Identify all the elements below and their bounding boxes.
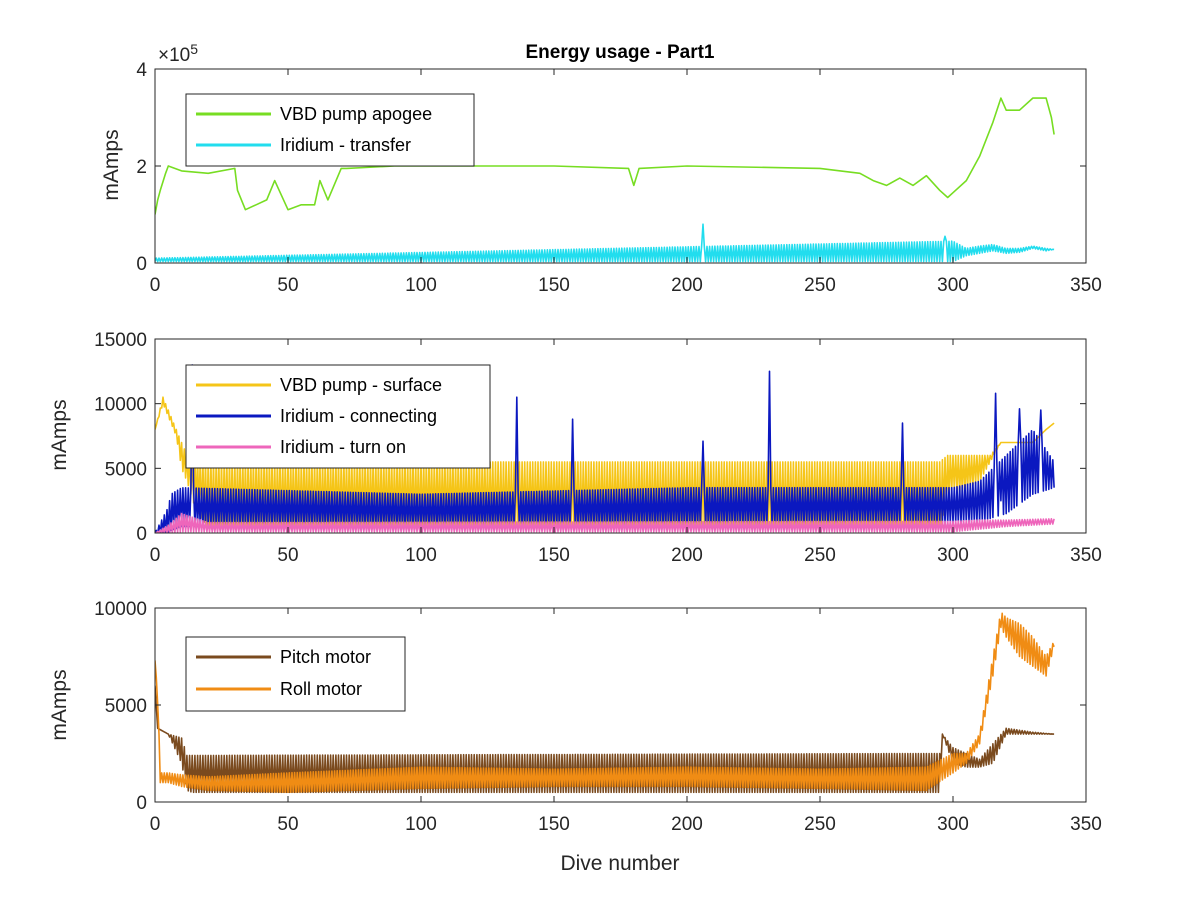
x-tick-label: 250 xyxy=(804,545,836,566)
x-tick-label: 50 xyxy=(277,814,298,835)
series-line-vbd-pump-apogee xyxy=(155,97,1055,215)
axes-layer: 0 50 100 150 200 250 300 350 0 5000 10000 15000 xyxy=(94,330,1102,566)
x-tick-label: 250 xyxy=(804,814,836,835)
legend-entry-iridium-connecting: Iridium - connecting xyxy=(280,406,437,426)
y-axis-label: mAmps xyxy=(48,669,71,740)
x-tick-label: 50 xyxy=(277,275,298,296)
legend-box xyxy=(185,93,475,167)
x-tick-label: 200 xyxy=(671,814,703,835)
y-tick-label: 4 xyxy=(136,60,147,81)
legend: VBD pump - surface Iridium - connecting Ir… xyxy=(185,364,491,469)
axes-box xyxy=(154,338,1087,534)
x-tick-label: 300 xyxy=(937,275,969,296)
x-tick-label: 350 xyxy=(1070,275,1102,296)
x-tick-label: 50 xyxy=(277,545,298,566)
legend-entry-vbd-pump-surface: VBD pump - surface xyxy=(280,375,442,395)
series-line-iridium-transfer xyxy=(155,223,1055,263)
x-tick-label: 350 xyxy=(1070,545,1102,566)
x-tick-label: 0 xyxy=(150,275,161,296)
y-tick-label: 15000 xyxy=(94,330,147,351)
axes-layer: 0 50 100 150 200 250 300 350 0 2 4 xyxy=(136,60,1101,296)
y-tick-label: 2 xyxy=(136,157,147,178)
chart-panel-top: Energy usage - Part1 ×105 mAmps 0 50 100 15… xyxy=(100,41,1102,296)
x-tick-label: 200 xyxy=(671,545,703,566)
series-layer xyxy=(155,364,1055,533)
x-tick-label: 0 xyxy=(150,814,161,835)
x-tick-label: 0 xyxy=(150,545,161,566)
y-tick-label: 0 xyxy=(136,524,147,545)
axes-layer: 0 50 100 150 200 250 300 350 0 5000 10000 xyxy=(94,599,1102,835)
legend-entry-vbd-pump-apogee: VBD pump apogee xyxy=(280,104,432,124)
x-tick-label: 300 xyxy=(937,814,969,835)
y-axis-label: mAmps xyxy=(48,399,71,470)
chart-panel-bottom: mAmps Dive number 0 50 100 150 200 250 300 3500… xyxy=(48,599,1102,875)
series-layer xyxy=(155,612,1055,794)
chart-panel-middle: mAmps 0 50 100 150 200 250 300 350 0 5000 10000 150… xyxy=(48,330,1102,566)
legend-entry-iridium-turn-on: Iridium - turn on xyxy=(280,437,406,457)
y-tick-label: 10000 xyxy=(94,395,147,416)
legend: Pitch motor Roll motor xyxy=(185,636,406,712)
x-tick-label: 150 xyxy=(538,275,570,296)
legend: VBD pump apogee Iridium - transfer xyxy=(185,93,475,167)
x-tick-label: 100 xyxy=(405,814,437,835)
legend-entry-pitch-motor: Pitch motor xyxy=(280,647,371,667)
series-line-roll-motor xyxy=(155,612,1055,794)
series-layer xyxy=(155,97,1055,263)
y-axis-label: mAmps xyxy=(100,129,123,200)
x-tick-label: 350 xyxy=(1070,814,1102,835)
x-tick-label: 150 xyxy=(538,814,570,835)
legend-entry-roll-motor: Roll motor xyxy=(280,679,362,699)
x-tick-label: 100 xyxy=(405,275,437,296)
y-exponent-label: ×105 xyxy=(158,41,198,66)
y-tick-label: 10000 xyxy=(94,599,147,620)
y-tick-label: 0 xyxy=(136,793,147,814)
x-tick-label: 250 xyxy=(804,275,836,296)
x-tick-label: 100 xyxy=(405,545,437,566)
y-tick-label: 0 xyxy=(136,254,147,275)
y-tick-label: 5000 xyxy=(105,459,147,480)
y-tick-label: 5000 xyxy=(105,696,147,717)
series-line-iridium-turn-on xyxy=(155,512,1055,533)
x-axis-label: Dive number xyxy=(560,852,679,875)
legend-entry-iridium-transfer: Iridium - transfer xyxy=(280,135,411,155)
x-tick-label: 300 xyxy=(937,545,969,566)
x-tick-label: 150 xyxy=(538,545,570,566)
x-tick-label: 200 xyxy=(671,275,703,296)
chart-title: Energy usage - Part1 xyxy=(525,42,714,63)
legend-box xyxy=(185,636,406,712)
